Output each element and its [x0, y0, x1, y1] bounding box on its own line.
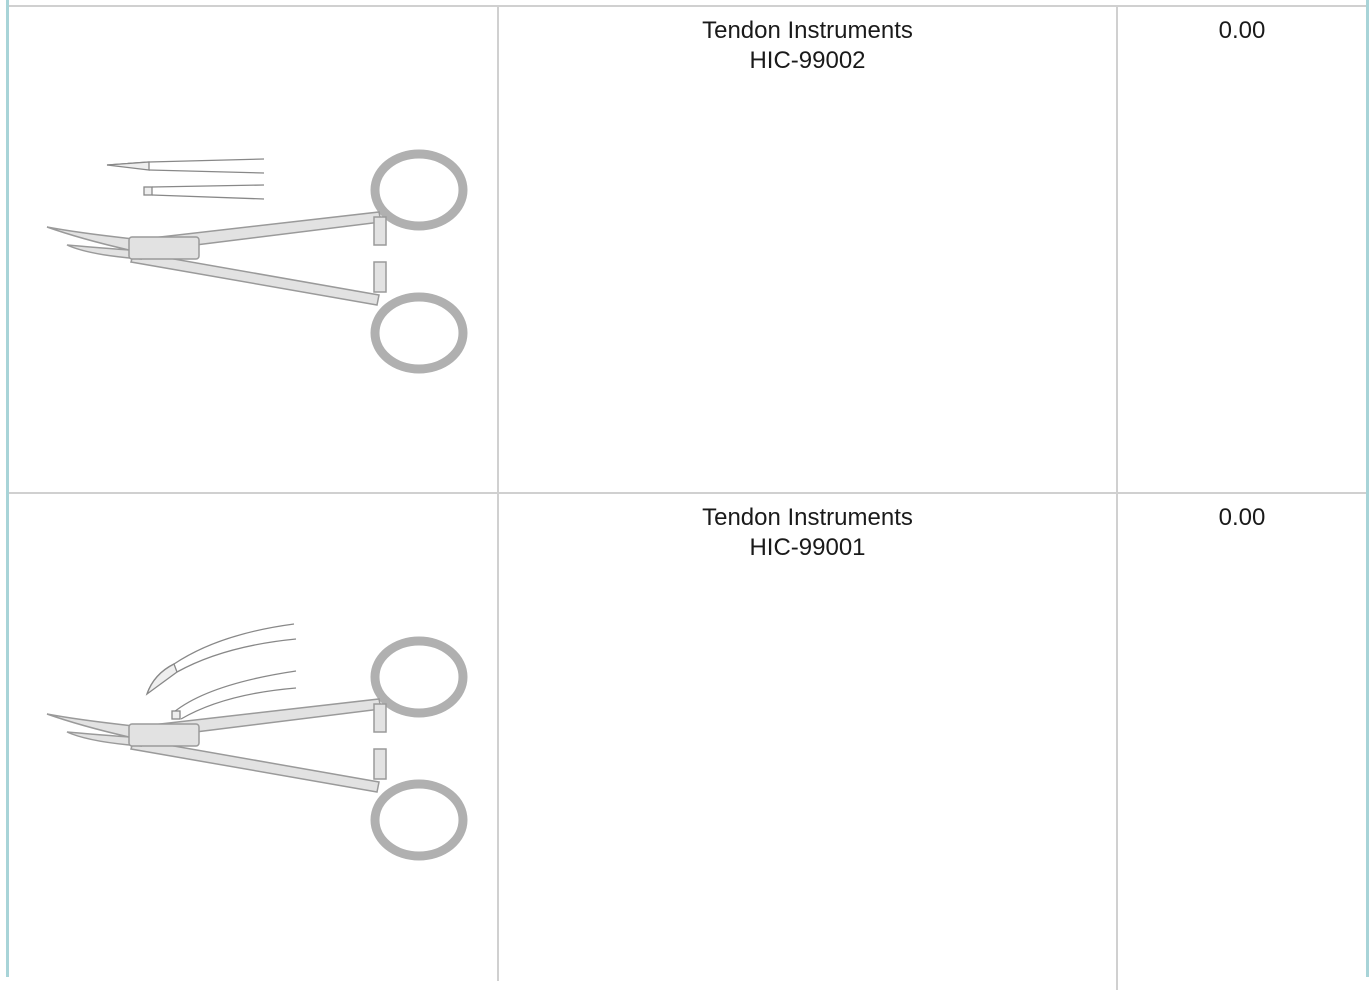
product-code: HIC-99002: [749, 47, 866, 74]
product-image: [9, 623, 497, 981]
table-row: Tendon Instruments HIC-99001 0.00: [9, 492, 1366, 990]
product-image: [9, 7, 497, 494]
price-cell: 0.00: [1118, 7, 1366, 503]
product-name: Tendon Instruments: [702, 504, 913, 531]
border: [6, 0, 9, 977]
description-cell: Tendon Instruments HIC-99001: [499, 494, 1118, 990]
border: [1366, 0, 1369, 977]
image-cell: [9, 494, 499, 981]
price: 0.00: [1218, 504, 1266, 531]
description-cell: Tendon Instruments HIC-99002: [499, 7, 1118, 503]
image-cell: [9, 7, 499, 494]
table-row: Tendon Instruments HIC-99002 0.00: [9, 5, 1366, 503]
price-cell: 0.00: [1118, 494, 1366, 990]
product-code: HIC-99001: [749, 534, 866, 561]
product-name: Tendon Instruments: [702, 17, 913, 44]
price: 0.00: [1218, 17, 1266, 44]
